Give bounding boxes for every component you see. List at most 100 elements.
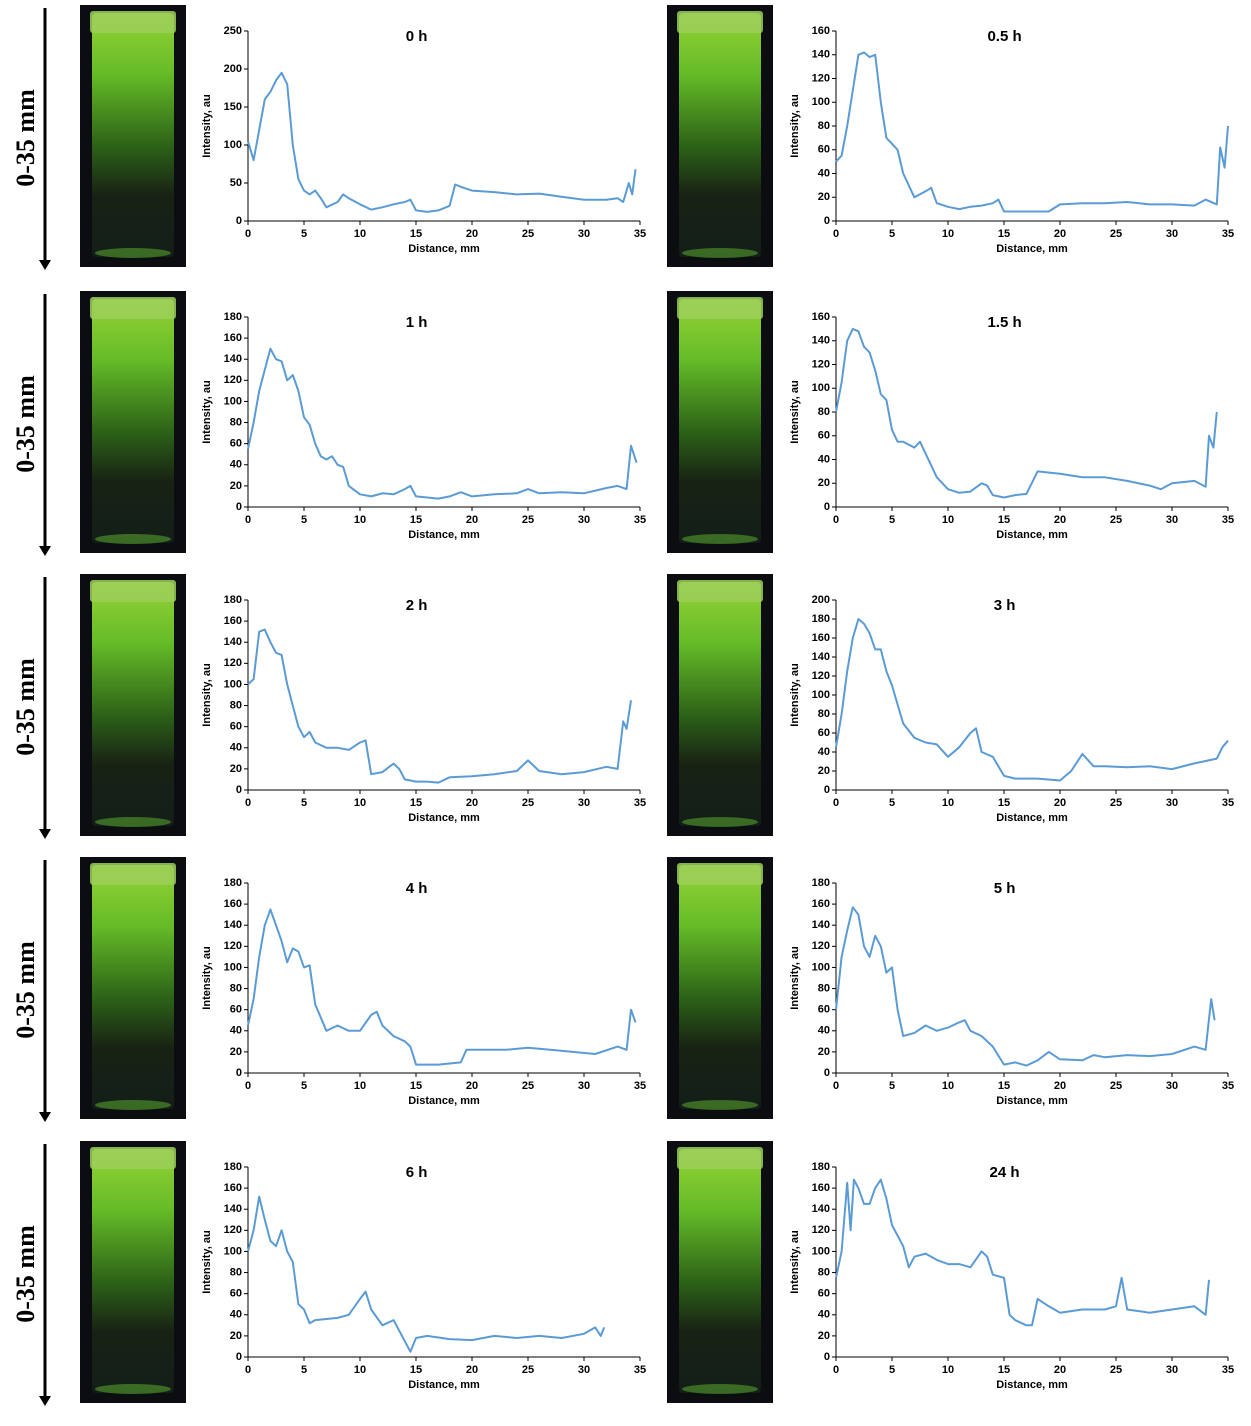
vial-cap [677, 1147, 763, 1169]
y-tick-label: 20 [818, 1330, 830, 1342]
x-tick-label: 15 [998, 1080, 1010, 1092]
x-tick-label: 20 [1054, 514, 1066, 526]
y-tick-label: 80 [818, 982, 830, 994]
vial-cap [90, 297, 176, 319]
y-tick-label: 20 [818, 477, 830, 489]
y-tick-label: 120 [812, 670, 830, 682]
y-tick-label: 180 [224, 877, 242, 889]
y-tick-label: 0 [236, 501, 242, 513]
y-tick-label: 60 [818, 430, 830, 442]
vial-cap [677, 11, 763, 33]
y-tick-label: 180 [224, 594, 242, 606]
x-tick-label: 35 [634, 1080, 646, 1092]
y-tick-label: 140 [812, 919, 830, 931]
vial-cap [677, 580, 763, 602]
x-tick-label: 35 [634, 514, 646, 526]
y-axis-label: Intensity, au [201, 94, 213, 157]
x-tick-label: 35 [1222, 514, 1234, 526]
y-tick-label: 120 [812, 358, 830, 370]
y-tick-label: 160 [812, 25, 830, 37]
chart-title: 2 h [406, 597, 428, 614]
y-tick-label: 40 [230, 459, 242, 471]
y-tick-label: 60 [818, 727, 830, 739]
x-tick-label: 35 [634, 1364, 646, 1376]
y-tick-label: 160 [224, 1182, 242, 1194]
y-tick-label: 0 [824, 1351, 830, 1363]
side-label: 0-35 mm [11, 375, 40, 473]
data-line [247, 1195, 606, 1353]
x-tick-label: 35 [634, 228, 646, 240]
x-tick-label: 20 [466, 228, 478, 240]
y-axis-label: Intensity, au [201, 946, 213, 1009]
y-tick-label: 80 [230, 416, 242, 428]
vial-cap [90, 580, 176, 602]
y-tick-label: 40 [818, 167, 830, 179]
y-tick-label: 100 [812, 96, 830, 108]
photo [667, 857, 773, 1119]
x-tick-label: 20 [466, 797, 478, 809]
y-axis-label: Intensity, au [789, 946, 801, 1009]
chart-title: 1.5 h [987, 314, 1021, 331]
y-axis-label: Intensity, au [789, 663, 801, 726]
x-tick-label: 10 [942, 228, 954, 240]
vial-base [682, 534, 758, 544]
x-tick-label: 10 [942, 1364, 954, 1376]
y-tick-label: 100 [224, 678, 242, 690]
x-tick-label: 0 [833, 228, 839, 240]
vial-base [682, 1384, 758, 1394]
x-tick-label: 30 [578, 228, 590, 240]
x-tick-label: 15 [410, 797, 422, 809]
x-tick-label: 0 [833, 514, 839, 526]
data-line [835, 327, 1218, 499]
x-tick-label: 20 [1054, 228, 1066, 240]
y-tick-label: 80 [818, 1266, 830, 1278]
y-tick-label: 160 [812, 311, 830, 323]
vial-cap [90, 1147, 176, 1169]
y-tick-label: 100 [812, 1245, 830, 1257]
x-tick-label: 20 [466, 1080, 478, 1092]
y-tick-label: 80 [818, 406, 830, 418]
y-tick-label: 80 [818, 708, 830, 720]
y-tick-label: 60 [230, 1004, 242, 1016]
photo [667, 291, 773, 553]
x-tick-label: 0 [245, 797, 251, 809]
y-tick-label: 0 [236, 784, 242, 796]
y-tick-label: 120 [224, 1224, 242, 1236]
y-tick-label: 180 [224, 311, 242, 323]
x-axis-label: Distance, mm [408, 1379, 480, 1391]
y-tick-label: 20 [818, 1046, 830, 1058]
x-tick-label: 15 [998, 514, 1010, 526]
data-line [835, 618, 1229, 782]
x-tick-label: 15 [410, 1080, 422, 1092]
vial-base [95, 817, 171, 827]
x-tick-label: 20 [466, 514, 478, 526]
x-tick-label: 0 [245, 1080, 251, 1092]
y-tick-label: 120 [812, 940, 830, 952]
vial [92, 299, 174, 543]
vial-base [95, 1100, 171, 1110]
x-tick-label: 5 [301, 514, 307, 526]
x-tick-label: 15 [998, 1364, 1010, 1376]
x-tick-label: 35 [1222, 797, 1234, 809]
x-tick-label: 30 [1166, 797, 1178, 809]
y-axis-label: Intensity, au [201, 663, 213, 726]
x-tick-label: 15 [998, 228, 1010, 240]
vial-cap [677, 863, 763, 885]
vial-base [682, 817, 758, 827]
y-axis-label: Intensity, au [789, 94, 801, 157]
vial-base [95, 248, 171, 258]
side-label: 0-35 mm [11, 658, 40, 756]
x-tick-label: 5 [301, 1364, 307, 1376]
x-tick-label: 35 [1222, 1080, 1234, 1092]
y-tick-label: 60 [818, 144, 830, 156]
x-tick-label: 20 [1054, 797, 1066, 809]
y-tick-label: 100 [812, 689, 830, 701]
y-tick-label: 40 [230, 742, 242, 754]
y-tick-label: 60 [230, 438, 242, 450]
x-tick-label: 10 [354, 514, 366, 526]
y-axis-label: Intensity, au [201, 380, 213, 443]
vial [92, 865, 174, 1109]
y-tick-label: 100 [224, 139, 242, 151]
x-tick-label: 25 [522, 514, 534, 526]
